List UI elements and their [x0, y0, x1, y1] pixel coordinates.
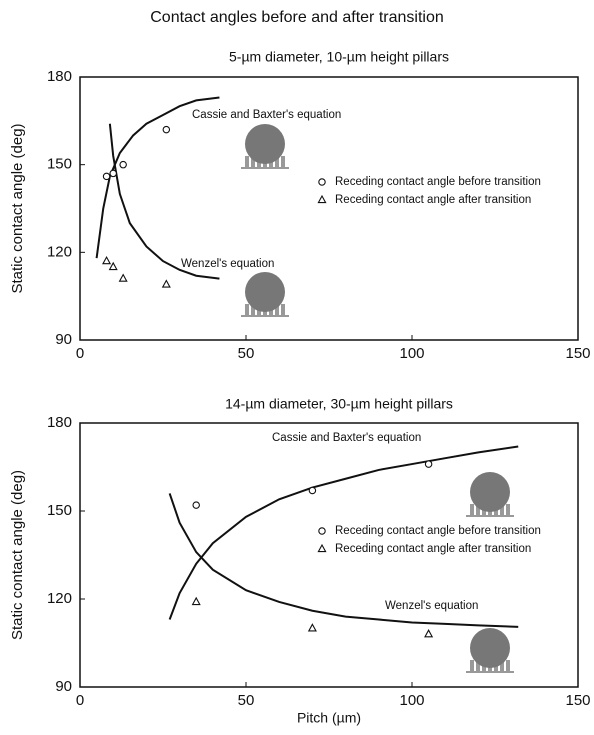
x-tick-label: 100	[399, 692, 424, 709]
pillar	[476, 660, 480, 672]
x-tick-label: 0	[76, 345, 84, 362]
pillar	[245, 156, 249, 168]
legend-label: Receding contact angle after transition	[335, 194, 531, 206]
droplet-icon	[241, 272, 289, 317]
point	[424, 460, 433, 468]
pillar	[470, 504, 474, 516]
curve-annotation: Wenzel's equation	[385, 600, 478, 612]
point	[191, 596, 201, 606]
pillar	[251, 304, 255, 316]
y-tick-label: 90	[55, 331, 72, 348]
pillar	[500, 504, 504, 516]
droplet-icon	[241, 124, 289, 169]
figure-title: Contact angles before and after transiti…	[150, 9, 444, 26]
point	[119, 160, 127, 169]
drop	[470, 472, 510, 512]
x-tick-label: 150	[565, 692, 590, 709]
x-axis-label: Pitch (µm)	[297, 710, 361, 726]
pillar	[251, 156, 255, 168]
drop	[245, 272, 285, 312]
point	[108, 261, 118, 271]
point	[307, 623, 317, 632]
droplet-icon	[466, 628, 514, 673]
curve	[108, 123, 220, 280]
x-tick-label: 50	[238, 692, 255, 709]
point	[161, 279, 171, 288]
y-tick-label: 180	[47, 414, 72, 431]
pillar	[470, 660, 474, 672]
legend-marker	[317, 543, 327, 553]
pillar	[506, 660, 510, 672]
legend-label: Receding contact angle before transition	[335, 176, 541, 188]
panel-title: 5-µm diameter, 10-µm height pillars	[229, 49, 449, 65]
legend-label: Receding contact angle after transition	[335, 543, 531, 555]
y-tick-label: 120	[47, 243, 72, 260]
x-tick-label: 150	[565, 345, 590, 362]
y-axis-label: Static contact angle (deg)	[9, 123, 26, 293]
panel-title: 14-µm diameter, 30-µm height pillars	[225, 396, 453, 412]
pillar	[275, 156, 279, 168]
droplet-icon	[466, 472, 514, 517]
y-tick-label: 180	[47, 68, 72, 85]
pillar	[245, 304, 249, 316]
y-tick-label: 90	[55, 678, 72, 695]
pillar	[500, 660, 504, 672]
point	[424, 629, 434, 638]
curve-annotation: Cassie and Baxter's equation	[272, 432, 421, 444]
pillar	[281, 304, 285, 316]
point	[102, 255, 112, 265]
point	[102, 172, 111, 181]
point	[192, 501, 200, 509]
plot-frame	[79, 422, 579, 688]
pillar	[506, 504, 510, 516]
pillar	[281, 156, 285, 168]
curve	[95, 96, 220, 259]
point	[162, 125, 171, 134]
curve-annotation: Wenzel's equation	[181, 258, 274, 270]
drop	[470, 628, 510, 668]
x-tick-label: 0	[76, 692, 84, 709]
curve	[168, 493, 519, 628]
legend-marker	[318, 527, 326, 535]
legend-marker	[318, 178, 326, 186]
point	[308, 486, 317, 495]
curve-annotation: Cassie and Baxter's equation	[192, 109, 341, 121]
y-tick-label: 150	[47, 156, 72, 173]
legend-label: Receding contact angle before transition	[335, 525, 541, 537]
y-tick-label: 120	[47, 590, 72, 607]
y-tick-label: 150	[47, 502, 72, 519]
point	[118, 273, 128, 282]
x-tick-label: 50	[238, 345, 255, 362]
legend-marker	[317, 194, 327, 204]
pillar	[476, 504, 480, 516]
point	[109, 169, 117, 178]
x-tick-label: 100	[399, 345, 424, 362]
drop	[245, 124, 285, 164]
pillar	[275, 304, 279, 316]
y-axis-label: Static contact angle (deg)	[9, 470, 26, 640]
plot-frame	[79, 76, 579, 341]
